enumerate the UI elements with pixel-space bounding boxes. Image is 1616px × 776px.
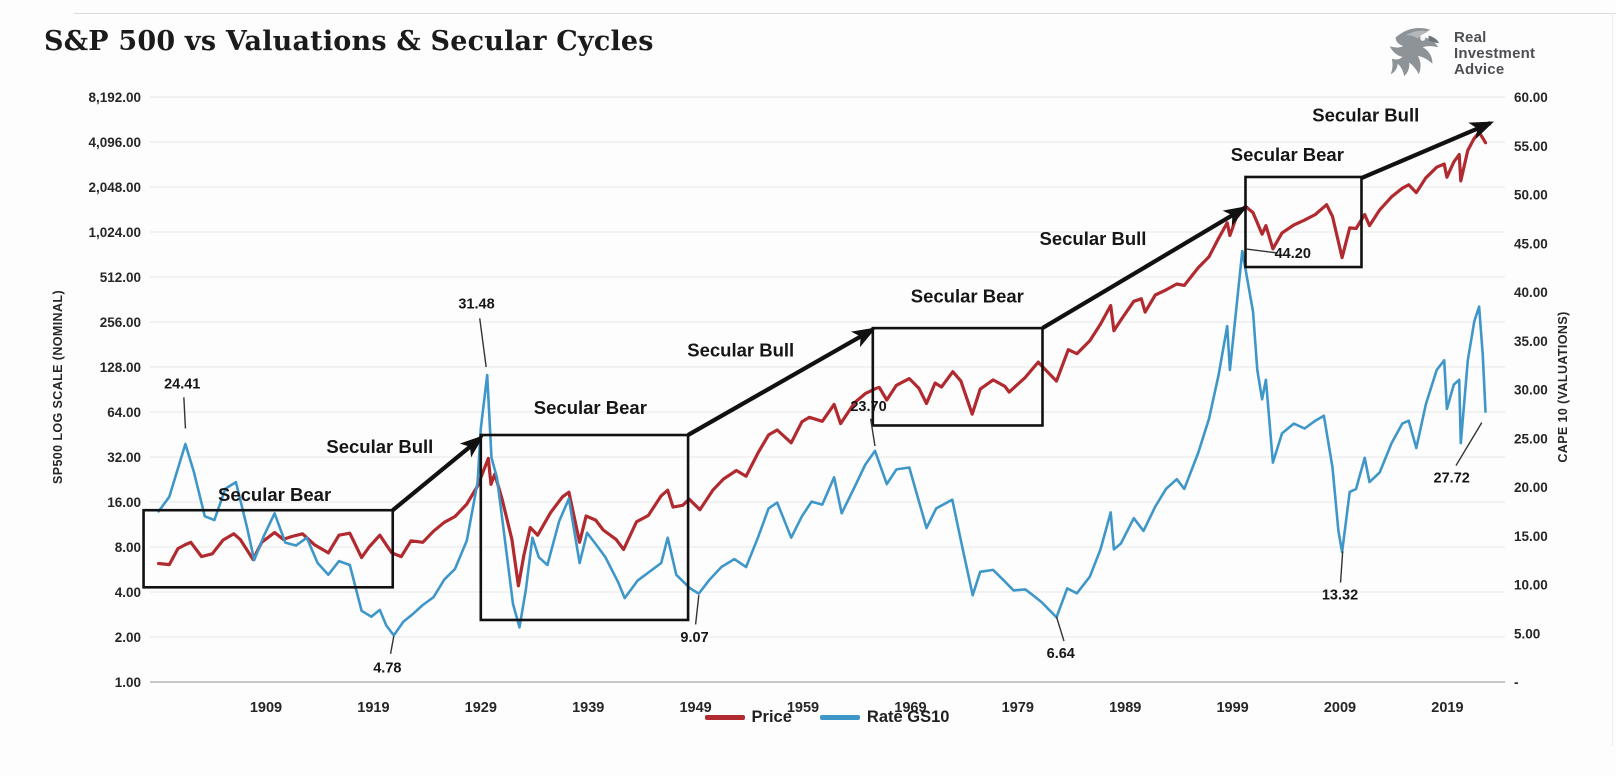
right-axis-tick: 50.00	[1514, 188, 1548, 203]
secular-bear-1930s-box	[479, 433, 690, 622]
x-axis-tick: 1999	[1216, 700, 1248, 716]
value-callout: 6.64	[1047, 646, 1075, 662]
secular-bull-arrow	[391, 435, 484, 512]
logo-line-3: Advice	[1454, 60, 1505, 78]
logo-line-1: Real	[1454, 28, 1487, 46]
left-axis-tick: 512.00	[100, 270, 141, 285]
price-line	[157, 130, 1488, 588]
x-axis-tick: 1959	[787, 700, 819, 716]
cycle-label: Secular Bull	[1040, 228, 1147, 249]
legend-item-rate-gs10: Rate GS10	[819, 708, 950, 727]
price-line-swatch	[704, 714, 745, 721]
legend-label-rate-gs10: Rate GS10	[866, 708, 950, 726]
value-callout: 4.78	[373, 660, 401, 676]
x-axis-tick: 2019	[1431, 700, 1463, 716]
callout-leader	[1055, 616, 1065, 642]
callout-leader	[1246, 248, 1278, 254]
eagle-icon	[1384, 20, 1446, 87]
left-axis-tick: 4.00	[115, 585, 141, 600]
value-callout: 13.32	[1322, 587, 1358, 603]
cycle-label: Secular Bull	[326, 436, 433, 457]
cycle-label: Secular Bull	[1312, 105, 1419, 126]
right-divider	[1612, 13, 1613, 746]
secular-bear-1970s-box	[871, 326, 1044, 427]
x-axis-tick: 1949	[679, 700, 711, 716]
right-axis-tick: -	[1514, 675, 1519, 690]
callout-leader	[389, 636, 395, 654]
x-axis-tick: 1909	[250, 700, 282, 716]
x-axis-tick: 1939	[572, 700, 604, 716]
x-axis-tick: 2009	[1324, 700, 1356, 716]
callout-leader	[1455, 422, 1483, 466]
right-axis-tick: 45.00	[1514, 236, 1548, 251]
right-axis-tick: 10.00	[1514, 578, 1548, 593]
right-axis-tick: 5.00	[1514, 626, 1540, 641]
secular-bear-1900s-box	[142, 508, 395, 589]
left-axis-tick: 64.00	[107, 405, 141, 420]
right-axis-tick: 35.00	[1514, 334, 1548, 349]
left-axis-tick: 16.00	[107, 495, 141, 510]
left-axis-tick: 8.00	[115, 540, 141, 555]
x-axis-tick: 1929	[465, 700, 497, 716]
value-callout: 44.20	[1275, 246, 1311, 262]
left-axis-tick: 8,192.00	[88, 90, 141, 105]
value-callout: 23.70	[850, 399, 886, 415]
x-axis-tick: 1969	[894, 700, 926, 716]
callout-leader	[694, 595, 700, 625]
logo-wordmark: Real Investment Advice	[1454, 28, 1536, 78]
x-axis-tick: 1919	[357, 700, 389, 716]
top-divider	[74, 13, 1616, 14]
cycle-label: Secular Bull	[687, 340, 794, 361]
right-axis-tick: 40.00	[1514, 285, 1548, 300]
cycle-label: Secular Bear	[1231, 144, 1344, 165]
cycle-label: Secular Bear	[218, 484, 331, 505]
value-callout: 24.41	[164, 377, 200, 393]
page-title: S&P 500 vs Valuations & Secular Cycles	[44, 26, 654, 57]
secular-bull-arrow	[687, 327, 877, 437]
rate-gs10-line	[157, 249, 1487, 637]
value-callout: 31.48	[458, 297, 494, 313]
callout-leader	[1339, 551, 1344, 583]
cycle-label: Secular Bear	[911, 286, 1024, 307]
x-axis-tick: 1989	[1109, 700, 1141, 716]
right-axis-tick: 55.00	[1514, 139, 1548, 154]
right-axis-tick: 15.00	[1514, 529, 1548, 544]
left-axis-tick: 2.00	[115, 630, 141, 645]
callout-leader	[183, 397, 187, 429]
value-callout: 27.72	[1434, 470, 1470, 486]
logo-line-2: Investment	[1454, 44, 1536, 62]
right-axis-tick: 20.00	[1514, 480, 1548, 495]
left-axis-tick: 1.00	[115, 675, 141, 690]
left-axis-tick: 32.00	[107, 450, 141, 465]
legend-item-price: Price	[704, 708, 792, 727]
right-axis-tick: 60.00	[1514, 90, 1548, 105]
legend-label-price: Price	[751, 708, 792, 726]
cycle-label: Secular Bear	[534, 397, 647, 418]
value-callout: 9.07	[680, 630, 708, 646]
secular-bull-arrow	[1360, 121, 1495, 181]
x-axis-tick: 1979	[1002, 700, 1034, 716]
left-axis-tick: 4,096.00	[88, 135, 141, 150]
secular-bull-arrow	[1041, 206, 1248, 330]
callout-leader	[479, 318, 487, 368]
chart-legend: Price Rate GS10	[627, 708, 1027, 727]
ria-logo: Real Investment Advice	[1384, 20, 1535, 87]
right-axis-tick: 30.00	[1514, 383, 1548, 398]
left-axis-tick: 2,048.00	[88, 180, 141, 195]
rate-gs10-line-swatch	[819, 715, 860, 720]
left-axis-tick: 256.00	[100, 315, 141, 330]
callout-leader	[869, 418, 876, 447]
left-axis-tick: 128.00	[100, 360, 141, 375]
left-axis-tick: 1,024.00	[88, 225, 141, 240]
right-axis-tick: 25.00	[1514, 431, 1548, 446]
